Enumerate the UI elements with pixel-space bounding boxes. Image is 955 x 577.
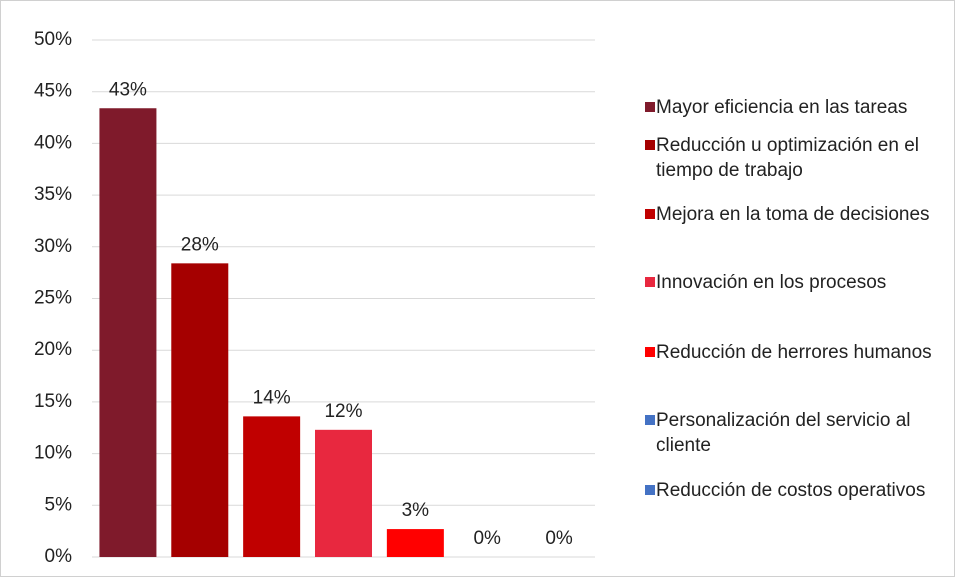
legend-entry: Mejora en la toma de decisiones bbox=[645, 202, 946, 227]
data-label: 43% bbox=[109, 79, 147, 100]
y-tick-label: 25% bbox=[34, 288, 72, 309]
y-tick-label: 0% bbox=[45, 546, 73, 567]
legend-entry: Reducción de herrores humanos bbox=[645, 340, 946, 365]
data-label: 0% bbox=[545, 528, 573, 549]
legend-swatch bbox=[645, 102, 655, 112]
bar bbox=[315, 429, 372, 557]
legend-swatch bbox=[645, 209, 655, 219]
data-label: 12% bbox=[324, 401, 362, 422]
legend-label: Reducción de herrores humanos bbox=[656, 342, 932, 363]
legend-swatch bbox=[645, 485, 655, 495]
legend-entry: Reducción u optimización en el tiempo de… bbox=[645, 133, 946, 183]
y-tick-label: 20% bbox=[34, 339, 72, 360]
legend-entry: Innovación en los procesos bbox=[645, 270, 946, 295]
y-tick-label: 5% bbox=[45, 494, 73, 515]
y-tick-label: 15% bbox=[34, 391, 72, 412]
bar bbox=[386, 529, 444, 557]
data-label: 28% bbox=[181, 234, 219, 255]
legend-label: Reducción u optimización en el tiempo de… bbox=[656, 135, 919, 181]
legend-entry: Personalización del servicio al cliente bbox=[645, 408, 946, 458]
legend-swatch bbox=[645, 347, 655, 357]
legend-swatch bbox=[645, 277, 655, 287]
bar bbox=[171, 263, 229, 557]
legend-entry: Mayor eficiencia en las tareas bbox=[645, 95, 946, 120]
legend-label: Mayor eficiencia en las tareas bbox=[656, 97, 908, 118]
legend-swatch bbox=[645, 415, 655, 425]
y-tick-label: 40% bbox=[34, 132, 72, 153]
bar bbox=[99, 108, 157, 557]
legend-label: Innovación en los procesos bbox=[656, 272, 887, 293]
legend-label: Mejora en la toma de decisiones bbox=[656, 204, 930, 225]
legend-swatch bbox=[645, 140, 655, 150]
data-label: 3% bbox=[402, 500, 430, 521]
legend-label: Reducción de costos operativos bbox=[656, 480, 926, 501]
y-tick-label: 10% bbox=[34, 443, 72, 464]
bar bbox=[243, 416, 301, 557]
y-tick-label: 30% bbox=[34, 236, 72, 257]
legend-label: Personalización del servicio al cliente bbox=[656, 410, 911, 456]
legend-entry: Reducción de costos operativos bbox=[645, 478, 946, 503]
y-tick-label: 35% bbox=[34, 184, 72, 205]
data-label: 0% bbox=[473, 528, 501, 549]
y-tick-label: 50% bbox=[34, 29, 72, 50]
y-tick-label: 45% bbox=[34, 81, 72, 102]
data-label: 14% bbox=[253, 387, 291, 408]
